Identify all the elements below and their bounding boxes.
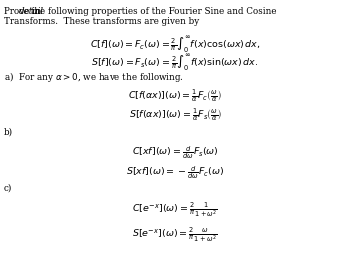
Text: $S[f](\omega) = F_s(\omega) = \frac{2}{\pi}\int_0^{\infty} f(x)\sin(\omega x)\,d: $S[f](\omega) = F_s(\omega) = \frac{2}{\… bbox=[91, 52, 259, 73]
Text: $C[f(\alpha x)](\omega) = \frac{1}{\alpha}F_c\left(\frac{\omega}{\alpha}\right)$: $C[f(\alpha x)](\omega) = \frac{1}{\alph… bbox=[128, 89, 222, 105]
Text: $S[f(\alpha x)](\omega) = \frac{1}{\alpha}F_s\left(\frac{\omega}{\alpha}\right)$: $S[f(\alpha x)](\omega) = \frac{1}{\alph… bbox=[128, 108, 222, 123]
Text: $C[xf](\omega) = \frac{d}{d\omega}F_s(\omega)$: $C[xf](\omega) = \frac{d}{d\omega}F_s(\o… bbox=[132, 144, 218, 161]
Text: $S[xf](\omega) = -\frac{d}{d\omega}F_c(\omega)$: $S[xf](\omega) = -\frac{d}{d\omega}F_c(\… bbox=[126, 164, 224, 181]
Text: detail: detail bbox=[19, 6, 43, 16]
Text: c): c) bbox=[4, 183, 12, 192]
Text: $C[e^{-x}](\omega) = \frac{2}{\pi}\frac{1}{1+\omega^2}$: $C[e^{-x}](\omega) = \frac{2}{\pi}\frac{… bbox=[132, 202, 218, 219]
Text: the following properties of the Fourier Sine and Cosine: the following properties of the Fourier … bbox=[28, 6, 277, 16]
Text: b): b) bbox=[4, 127, 13, 136]
Text: $C[f](\omega) = F_c(\omega) = \frac{2}{\pi}\int_0^{\infty} f(x)\cos(\omega x)\,d: $C[f](\omega) = F_c(\omega) = \frac{2}{\… bbox=[90, 34, 260, 55]
Text: $S[e^{-x}](\omega) = \frac{2}{\pi}\frac{\omega}{1+\omega^2}$: $S[e^{-x}](\omega) = \frac{2}{\pi}\frac{… bbox=[132, 226, 218, 244]
Text: a)  For any $\alpha > 0$, we have the following.: a) For any $\alpha > 0$, we have the fol… bbox=[4, 70, 183, 84]
Text: Prove in: Prove in bbox=[4, 6, 43, 16]
Text: Transforms.  These transforms are given by: Transforms. These transforms are given b… bbox=[4, 17, 199, 26]
